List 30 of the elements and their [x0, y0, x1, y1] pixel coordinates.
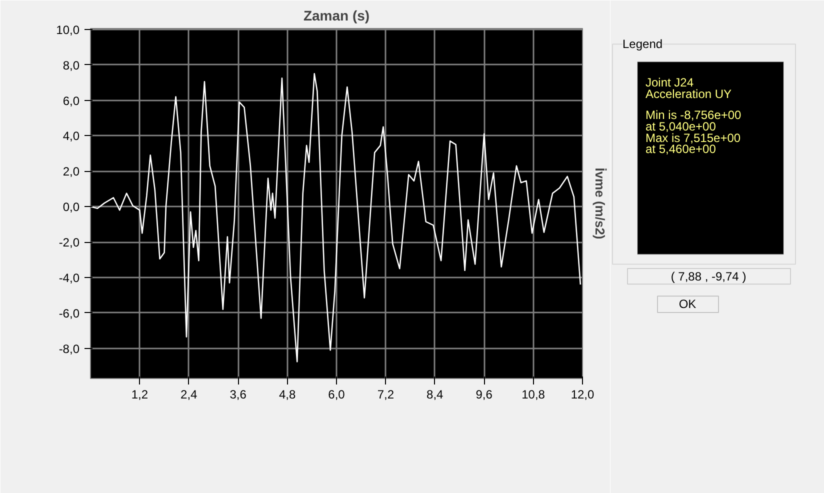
x-tick-label: 6,0: [328, 388, 346, 402]
y-tick-label: 6,0: [62, 94, 80, 108]
text: at 5,460e+00: [646, 142, 716, 156]
y-tick-label: 0,0: [62, 200, 80, 214]
y-axis-title: İvme (m/s2): [592, 168, 608, 240]
y-tick-label: -6,0: [58, 306, 80, 320]
text: Max is 7,515e+00: [646, 130, 741, 145]
y-tick-label: -4,0: [58, 270, 80, 285]
x-tick-label: 4,8: [278, 388, 296, 402]
x-tick-label: 10,8: [522, 388, 546, 402]
text: OK: [678, 296, 696, 311]
x-tick-label: 3,6: [230, 388, 247, 402]
x-tick-label: 7,2: [377, 388, 394, 402]
text: ( 7,88 , -9,74 ): [670, 269, 746, 284]
y-tick-label: 4,0: [62, 129, 80, 144]
x-tick-label: 1,2: [131, 388, 148, 402]
text: Joint J24: [646, 75, 694, 90]
text: Legend: [622, 37, 663, 52]
x-tick-label: 12,0: [570, 388, 595, 402]
text: Acceleration UY: [646, 86, 732, 101]
line-series: [90, 73, 582, 362]
x-tick-label: 2,4: [180, 388, 198, 402]
x-tick-label: 8,4: [426, 388, 444, 402]
y-tick-label: 8,0: [62, 58, 80, 72]
chart-title: Zaman (s): [303, 8, 370, 24]
y-tick-label: -2,0: [58, 236, 80, 250]
y-tick-label: 10,0: [56, 22, 80, 37]
y-tick-label: 2,0: [62, 164, 80, 179]
y-tick-label: -8,0: [58, 342, 80, 356]
x-tick-label: 9,6: [476, 388, 493, 402]
